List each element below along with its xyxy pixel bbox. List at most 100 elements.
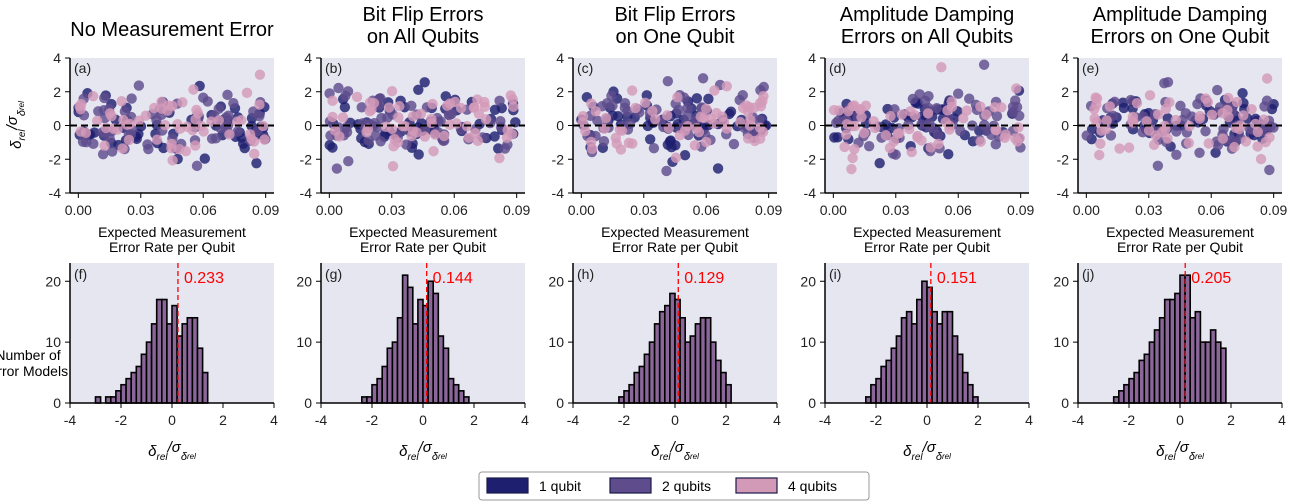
data-point: [1014, 110, 1025, 121]
data-point: [1090, 92, 1101, 103]
panel-label: (j): [1082, 266, 1094, 282]
x-tick-label: 4: [1025, 412, 1033, 428]
data-point: [1118, 102, 1130, 114]
data-point: [1203, 138, 1214, 149]
data-point: [718, 116, 730, 128]
data-point: [407, 111, 419, 122]
data-point: [394, 100, 405, 112]
data-point: [1264, 164, 1275, 176]
data-point: [925, 142, 936, 153]
data-point: [698, 112, 710, 124]
data-point: [505, 90, 517, 101]
data-point: [598, 136, 610, 147]
x-axis-label: δrel/σδrel: [148, 439, 196, 463]
column-title: Errors on All Qubits: [841, 26, 1013, 48]
data-point: [1000, 129, 1011, 140]
scatter-panel: -4 -2 0 2 4 0.00 0.03 0.06 0.09 (c) Expected Measu…: [552, 50, 783, 255]
data-point: [712, 163, 724, 174]
x-axis-label: δrel/σδrel: [903, 439, 951, 463]
x-tick-label: 0.09: [252, 202, 279, 218]
data-point: [177, 97, 188, 108]
data-point: [914, 89, 925, 100]
x-axis-label: Error Rate per Qubit: [612, 239, 738, 255]
data-point: [116, 96, 127, 107]
data-point: [961, 105, 972, 116]
y-tick-label: 20: [548, 273, 564, 289]
data-point: [619, 97, 631, 109]
x-axis-label: Expected Measurement: [1106, 224, 1254, 240]
data-point: [700, 136, 712, 148]
y-tick-label: 2: [808, 84, 816, 100]
data-point: [159, 119, 171, 131]
y-tick-label: 4: [304, 50, 312, 66]
histogram-panel: 0.151 0 10 20 -4 -2 0 2 4 (i) δrel/σδrel: [800, 263, 1033, 463]
x-axis-label: Error Rate per Qubit: [360, 239, 486, 255]
legend-item: 4 qubits: [735, 477, 837, 494]
series-4-qubits: [577, 81, 769, 163]
data-point: [1131, 97, 1143, 109]
data-point: [833, 115, 844, 126]
data-point: [331, 163, 343, 174]
y-axis-labels: δrel/σδrel Number ofError Models: [0, 101, 68, 379]
histogram-panel: 0.233 0 10 20 -4 -2 0 2 4 (f) δrel/σδrel: [45, 263, 278, 463]
data-point: [749, 135, 761, 147]
x-axis-label: δrel/σδrel: [651, 439, 699, 463]
data-point: [673, 104, 684, 115]
data-point: [592, 115, 603, 126]
data-point: [1231, 96, 1243, 108]
data-point: [419, 77, 430, 88]
data-point: [151, 134, 163, 145]
histogram-bar: [725, 383, 732, 404]
data-point: [1160, 103, 1172, 115]
data-point: [981, 124, 992, 136]
data-point: [1261, 73, 1273, 84]
data-point: [166, 138, 177, 150]
x-tick-label: 4: [521, 412, 529, 428]
x-tick-label: 2: [1227, 412, 1235, 428]
data-point: [495, 115, 506, 127]
data-point: [858, 127, 870, 139]
x-tick-label: 2: [722, 412, 730, 428]
data-point: [1171, 126, 1182, 137]
data-point: [1144, 90, 1156, 101]
data-point: [1206, 109, 1218, 121]
data-point: [990, 139, 1001, 150]
mean-value-label: 0.129: [684, 270, 724, 287]
panel-label: (h): [577, 266, 594, 282]
data-point: [648, 142, 660, 154]
data-point: [1238, 110, 1249, 121]
y-tick-label: 0: [808, 118, 816, 134]
x-axis-label: Expected Measurement: [98, 224, 246, 240]
data-point: [415, 108, 427, 119]
data-point: [580, 125, 591, 137]
histogram-bar: [972, 396, 979, 404]
data-point: [251, 157, 262, 169]
data-point: [689, 140, 701, 151]
data-point: [480, 114, 492, 125]
data-point: [435, 116, 446, 127]
data-point: [647, 105, 658, 117]
x-tick-label: 0.06: [945, 202, 972, 218]
x-tick-label: -2: [366, 412, 379, 428]
column-title: Amplitude Damping: [840, 4, 1015, 26]
data-point: [224, 129, 235, 140]
x-tick-label: 0.00: [65, 202, 92, 218]
x-axis-label: δrel/σδrel: [399, 439, 447, 463]
data-point: [1194, 110, 1206, 122]
data-point: [375, 136, 386, 147]
data-point: [419, 131, 431, 142]
x-axis-label: δrel/σδrel: [1156, 439, 1204, 463]
data-point: [489, 131, 500, 142]
data-point: [1159, 78, 1170, 89]
data-point: [611, 138, 622, 149]
data-point: [661, 165, 672, 177]
series-4-qubits: [327, 85, 519, 172]
data-point: [711, 107, 722, 119]
column-title: on All Qubits: [367, 26, 479, 48]
data-point: [841, 119, 853, 130]
data-point: [849, 120, 861, 132]
x-tick-label: 0: [168, 412, 176, 428]
histogram-bar: [201, 371, 209, 404]
column-title: No Measurement Error: [70, 19, 274, 41]
data-point: [249, 148, 260, 160]
